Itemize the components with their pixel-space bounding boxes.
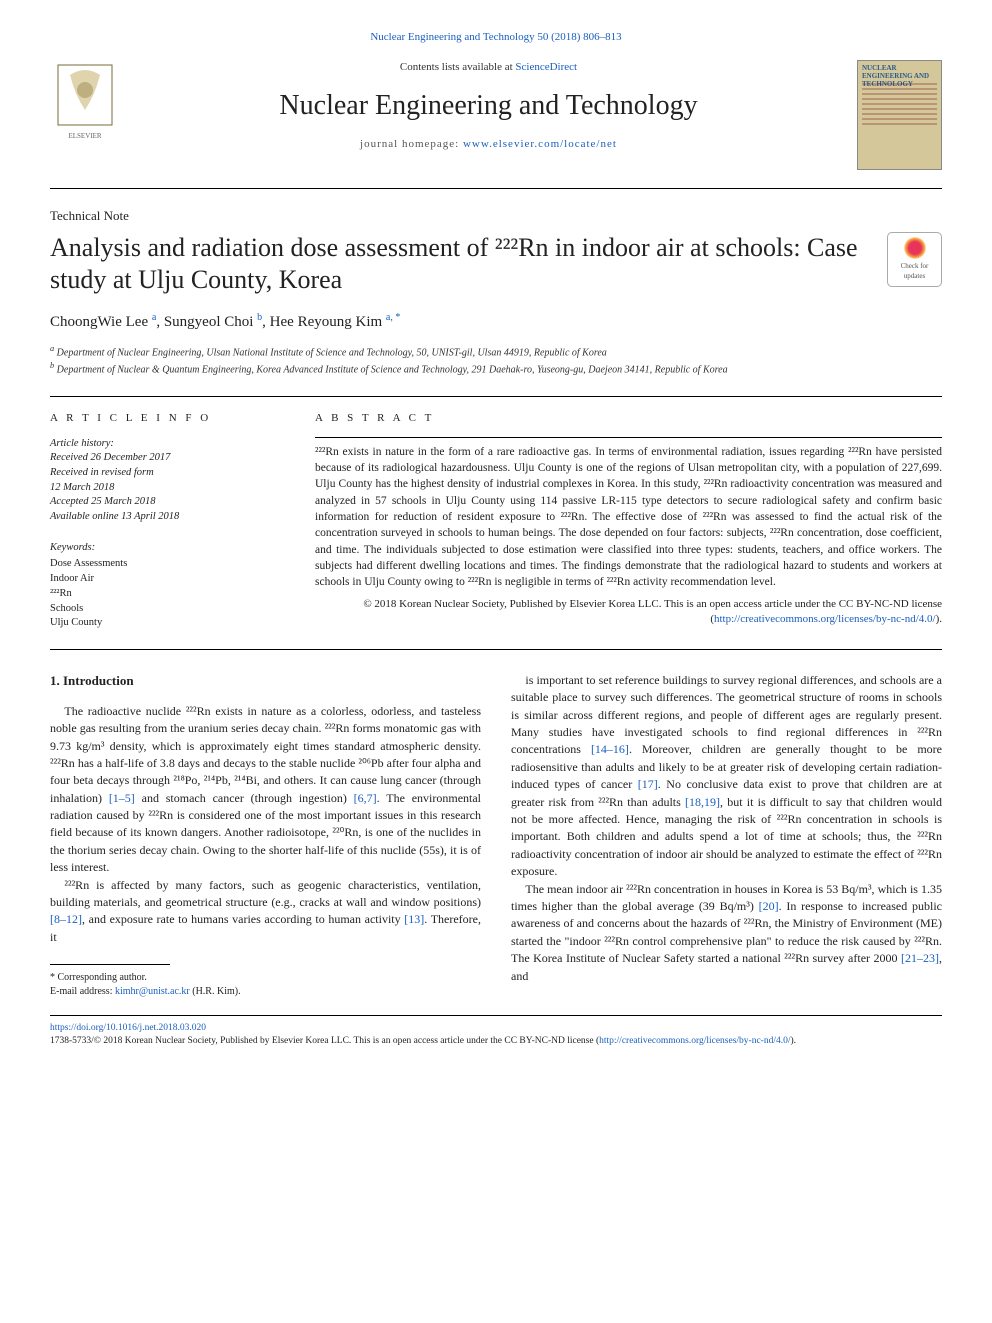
keyword: Indoor Air [50,572,275,587]
journal-citation[interactable]: Nuclear Engineering and Technology 50 (2… [50,30,942,45]
homepage-link[interactable]: www.elsevier.com/locate/net [463,138,617,150]
article-info: A R T I C L E I N F O Article history: R… [50,411,275,631]
history-line: Received 26 December 2017 [50,451,275,466]
article-title: Analysis and radiation dose assessment o… [50,232,875,297]
journal-cover-thumb: NUCLEAR ENGINEERING AND TECHNOLOGY [857,60,942,170]
footnote-separator [50,964,170,965]
keyword: Schools [50,602,275,617]
journal-header: ELSEVIER Contents lists available at Sci… [50,60,942,189]
authors: ChoongWie Lee a, Sungyeol Choi b, Hee Re… [50,311,942,333]
keyword: Ulju County [50,616,275,631]
svg-text:ELSEVIER: ELSEVIER [68,132,101,140]
journal-homepage: journal homepage: www.elsevier.com/locat… [140,137,837,152]
crossmark-badge[interactable]: Check for updates [887,232,942,287]
journal-name: Nuclear Engineering and Technology [140,86,837,125]
sciencedirect-link[interactable]: ScienceDirect [515,61,577,73]
body-para: is important to set reference buildings … [511,672,942,881]
lists-available: Contents lists available at ScienceDirec… [140,60,837,75]
history-line: 12 March 2018 [50,481,275,496]
bottom-info: https://doi.org/10.1016/j.net.2018.03.02… [50,1015,942,1049]
cc-license-link[interactable]: http://creativecommons.org/licenses/by-n… [714,613,936,625]
article-type: Technical Note [50,207,942,225]
copyright-line: © 2018 Korean Nuclear Society, Published… [315,597,942,628]
body-para: The radioactive nuclide ²²²Rn exists in … [50,703,481,877]
body-para: The mean indoor air ²²²Rn concentration … [511,881,942,985]
crossmark-text2: updates [904,272,925,282]
keyword: ²²²Rn [50,587,275,602]
abstract-heading: A B S T R A C T [315,411,942,426]
body-columns: 1. Introduction The radioactive nuclide … [50,672,942,999]
right-column: is important to set reference buildings … [511,672,942,999]
abstract-column: A B S T R A C T ²²²Rn exists in nature i… [315,411,942,631]
history-line: Accepted 25 March 2018 [50,495,275,510]
history-line: Received in revised form [50,466,275,481]
info-heading: A R T I C L E I N F O [50,411,275,426]
crossmark-text1: Check for [901,262,929,272]
elsevier-logo: ELSEVIER [50,60,120,140]
affiliations: a Department of Nuclear Engineering, Uls… [50,343,942,379]
section-divider [50,649,942,650]
crossmark-icon [904,237,926,259]
email-link[interactable]: kimhr@unist.ac.kr [115,986,190,997]
left-column: 1. Introduction The radioactive nuclide … [50,672,481,999]
body-para: ²²²Rn is affected by many factors, such … [50,877,481,947]
doi-link[interactable]: https://doi.org/10.1016/j.net.2018.03.02… [50,1023,206,1033]
keyword: Dose Assessments [50,557,275,572]
cc-license-link-bottom[interactable]: http://creativecommons.org/licenses/by-n… [599,1036,790,1046]
footnote: * Corresponding author. E-mail address: … [50,971,481,999]
abstract-body: ²²²Rn exists in nature in the form of a … [315,437,942,591]
history-line: Available online 13 April 2018 [50,510,275,525]
section-heading: 1. Introduction [50,672,481,691]
